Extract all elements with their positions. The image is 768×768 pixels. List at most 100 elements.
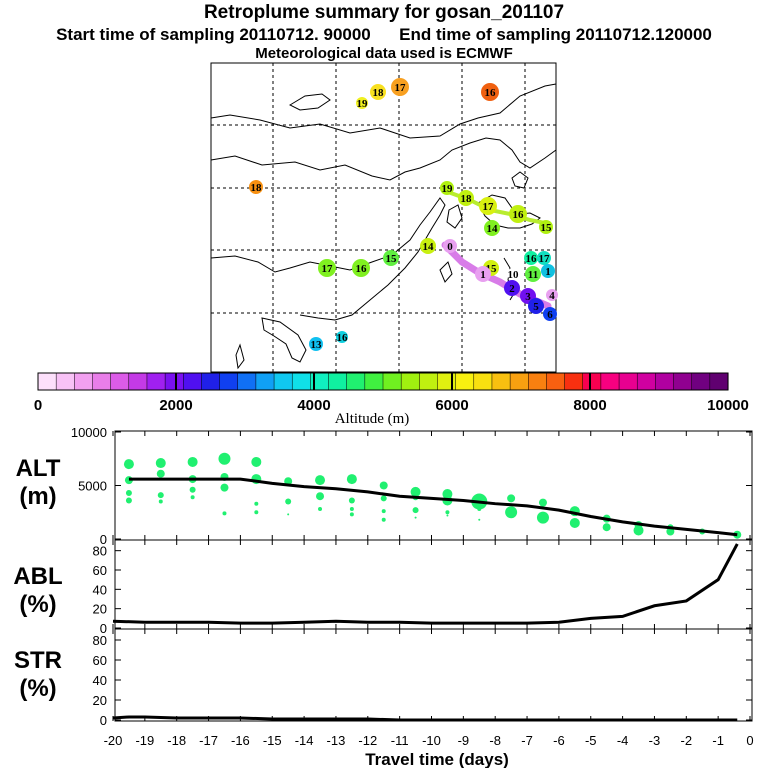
particle-point	[348, 497, 355, 504]
map-marker	[537, 251, 551, 265]
colorbar-cell	[237, 372, 257, 391]
map-marker	[481, 83, 499, 101]
x-tick-label: -4	[617, 733, 629, 748]
x-tick-label: 0	[746, 733, 753, 748]
colorbar-cell	[473, 372, 493, 391]
x-tick-label: -12	[358, 733, 377, 748]
colorbar-cell	[636, 372, 656, 391]
map-marker-label: 10	[508, 269, 520, 281]
map-marker-label: 18	[461, 193, 473, 205]
map-marker	[352, 259, 370, 277]
particle-point	[569, 517, 580, 528]
y-tick-label: 40	[93, 673, 107, 688]
x-axis: -20 -19 -18 -17 -16 -15 -14 -13 -12 -11 -10 -9 -8 -7-…	[104, 733, 754, 748]
colorbar-ticks: 0 2000 4000 6000 8000 10000	[34, 373, 749, 414]
colorbar-tick-label: 4000	[297, 397, 330, 414]
map-marker-label: 17	[539, 253, 551, 265]
map-marker-label: 17	[483, 201, 495, 213]
colorbar-cell	[437, 372, 457, 391]
y-tick-label: 80	[93, 633, 107, 648]
particle-point	[222, 511, 227, 516]
particle-point	[157, 492, 164, 499]
map-marker-label: 5	[533, 301, 539, 313]
altitude-colorbar: 0 2000 4000 6000 8000 10000 Altitude (m)	[34, 372, 749, 427]
colorbar-tick-label: 10000	[707, 397, 749, 414]
china-coast	[210, 197, 446, 273]
hokkaido	[511, 171, 529, 189]
lake-baikal	[288, 93, 331, 111]
met-data-note: Meteorological data used is ECMWF	[255, 45, 513, 62]
colorbar-cell	[328, 372, 348, 391]
x-tick-label: -15	[263, 733, 282, 748]
y-tick-label: 0	[100, 713, 107, 728]
particle-point	[156, 469, 165, 478]
alt-label: ALT	[15, 455, 61, 482]
particle-point	[507, 494, 516, 503]
northern-coast	[210, 83, 557, 139]
map-marker-label: 15	[386, 253, 398, 265]
page-title: Retroplume summary for gosan_201107	[203, 2, 565, 23]
sampling-times: Start time of sampling 20110712. 90000 E…	[0, 25, 768, 45]
colorbar-frame	[37, 372, 729, 391]
particle-point	[125, 497, 132, 504]
colorbar-cell	[455, 372, 475, 391]
particle-point	[666, 527, 675, 536]
indochina	[261, 317, 307, 363]
particle-point	[189, 486, 196, 493]
map-marker	[539, 220, 553, 234]
map-marker	[541, 264, 555, 278]
abl-panel: 0 20 40 60 80	[93, 539, 753, 636]
colorbar-label: Altitude (m)	[335, 411, 410, 427]
colorbar-cells	[37, 372, 729, 391]
y-tick-label: 80	[93, 544, 107, 559]
colorbar-cell	[528, 372, 547, 391]
colorbar-cell	[92, 372, 112, 391]
colorbar-cell	[201, 372, 221, 391]
y-tick-label: 60	[93, 563, 107, 578]
map-marker-label: 16	[337, 332, 349, 344]
map-marker	[440, 181, 454, 195]
str-label: STR	[14, 647, 62, 674]
particle-point	[505, 506, 518, 519]
particle-point	[446, 514, 449, 517]
map-marker-label: 17	[322, 263, 334, 275]
particle-point	[536, 511, 549, 524]
map-marker	[543, 307, 557, 321]
x-tick-label: -5	[585, 733, 597, 748]
map-marker	[420, 238, 436, 254]
map-marker-label: 16	[526, 253, 538, 265]
colorbar-cell	[110, 372, 130, 391]
panel-frame	[114, 539, 753, 630]
particle-point	[316, 492, 325, 501]
map-marker-label: 16	[356, 263, 368, 275]
colorbar-cell	[546, 372, 566, 391]
map-marker	[479, 197, 497, 215]
map-marker-label: 2	[509, 283, 515, 295]
particle-point	[602, 523, 611, 532]
china-mongolia-border	[210, 137, 557, 181]
colorbar-cell	[255, 372, 275, 391]
map-marker-label: 16	[485, 87, 497, 99]
x-tick-label: -13	[327, 733, 346, 748]
y-tick-label: 5000	[78, 479, 107, 494]
colorbar-cell	[509, 372, 529, 391]
colorbar-cell	[219, 372, 239, 391]
map-marker	[528, 298, 544, 314]
x-tick-label: -3	[649, 733, 661, 748]
colorbar-cell	[128, 372, 148, 391]
map-marker-label: 3	[525, 291, 531, 303]
colorbar-cell	[382, 372, 402, 391]
str-panel: 0 20 40 60 80	[93, 628, 753, 728]
map-marker-label: 15	[486, 263, 498, 275]
map-marker-label: 14	[423, 241, 435, 253]
x-tick-label: -20	[104, 733, 123, 748]
x-tick-label: -19	[135, 733, 154, 748]
particle-point	[315, 475, 326, 486]
map-marker	[475, 266, 491, 282]
particle-point	[538, 498, 547, 507]
map-marker	[309, 337, 323, 351]
start-time: Start time of sampling 20110712. 90000	[56, 25, 371, 44]
map-marker	[443, 239, 457, 253]
map-marker-label: 0	[447, 241, 453, 253]
